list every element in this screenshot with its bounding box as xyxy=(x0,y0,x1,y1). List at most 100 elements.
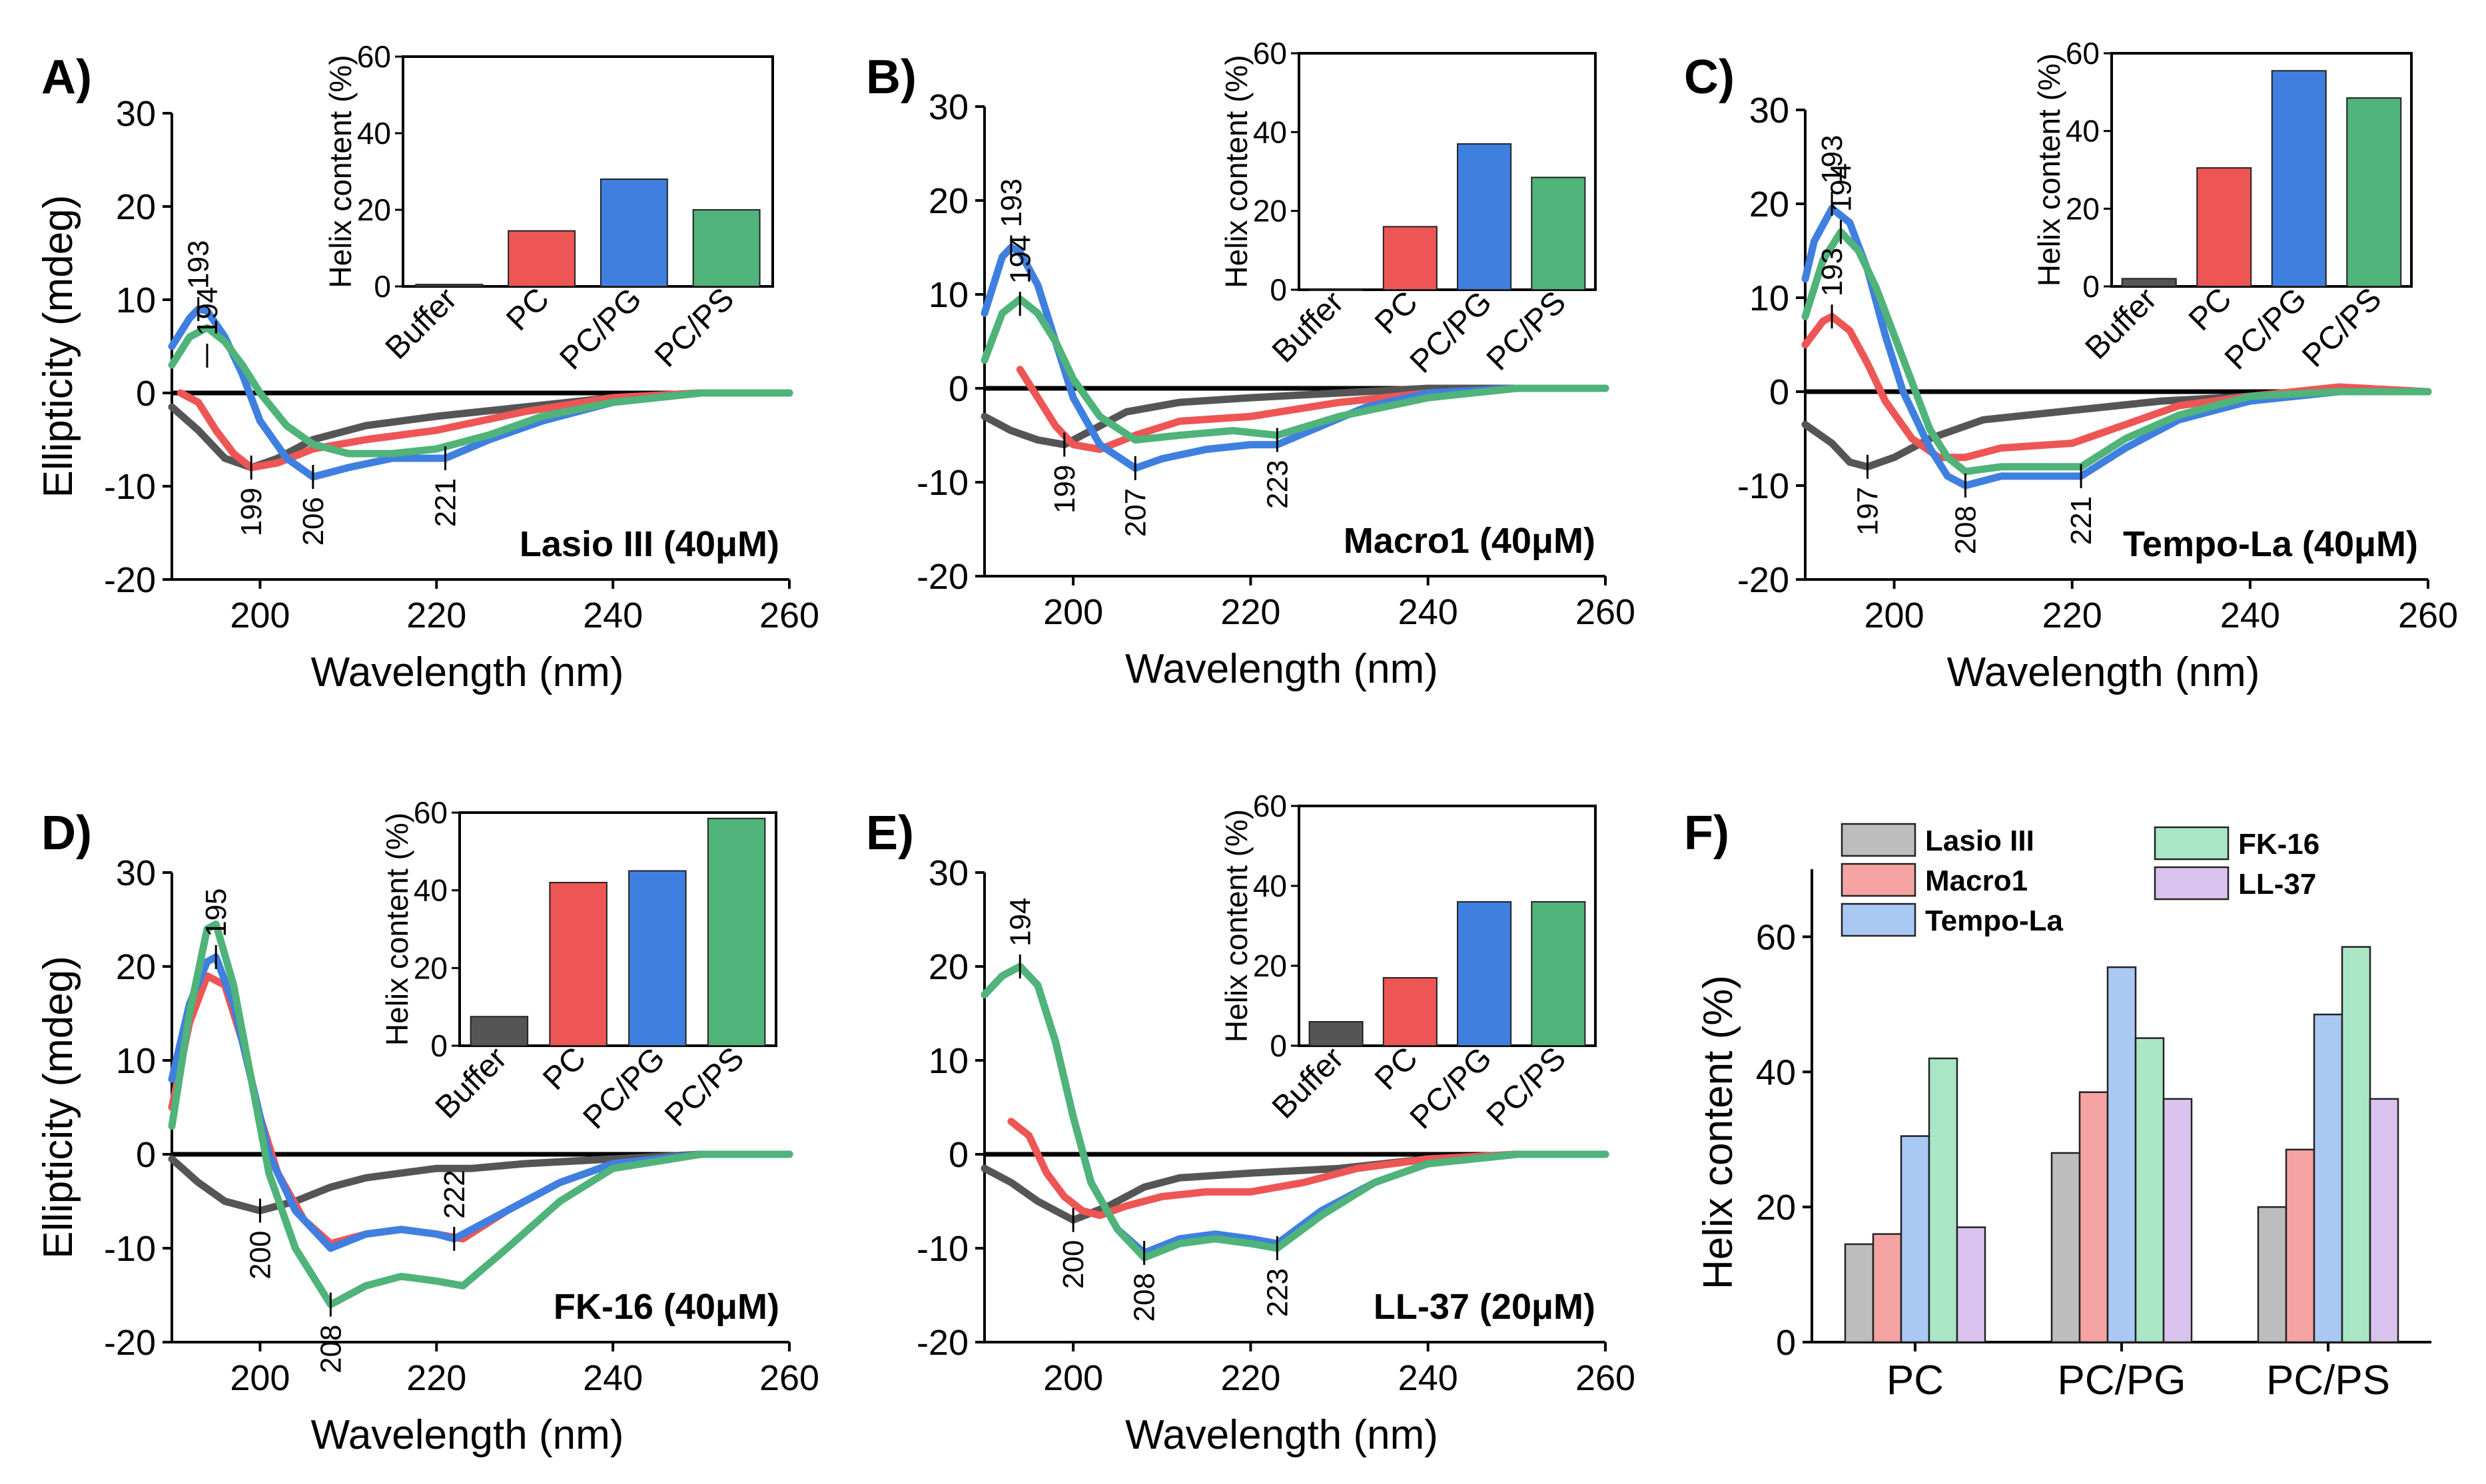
inset-category-label: Buffer xyxy=(379,281,464,366)
panel-label: A) xyxy=(41,51,92,104)
bar-panel-f: F) 0 20 40 60 Helix content (%) PC PC/PG PC/PS La… xyxy=(1684,807,2431,1403)
y-tick-label: -20 xyxy=(104,560,156,600)
inset-y-tick-label: 20 xyxy=(2066,191,2100,226)
inset-y-title: Helix content (%) xyxy=(2032,53,2066,286)
x-tick-label: 260 xyxy=(1575,1358,1635,1398)
inset-bar-pc xyxy=(2196,167,2252,287)
inset-frame xyxy=(402,55,774,288)
legend-swatch xyxy=(2154,866,2230,901)
inset-bar-buffer xyxy=(470,1016,529,1046)
y-tick-label: 20 xyxy=(929,947,969,987)
inset-y-tick-label: 0 xyxy=(374,269,391,304)
legend-label: LL-37 xyxy=(2238,868,2316,901)
peak-label: 221 xyxy=(430,478,462,527)
x-tick-label: 240 xyxy=(583,595,643,635)
inset-category-label: PC xyxy=(536,1040,593,1097)
peak-label: 195 xyxy=(200,888,232,936)
inset-y-tick-label: 40 xyxy=(357,116,391,151)
inset-y-tick-label: 0 xyxy=(1270,272,1287,307)
bar-lasio-iii xyxy=(2050,1152,2081,1343)
y-tick-label: -20 xyxy=(104,1323,156,1363)
inset-category-label: PC xyxy=(1368,284,1425,341)
inset-category-label: PC/PG xyxy=(2218,281,2313,376)
peak-label: 193 xyxy=(1816,135,1849,184)
x-tick-label: 200 xyxy=(1865,595,1924,635)
y-tick-label: 30 xyxy=(116,94,156,134)
y-tick-label: 0 xyxy=(1776,1323,1796,1363)
inset-category-label: PC xyxy=(500,281,556,338)
y-tick-label: -10 xyxy=(917,463,969,503)
peak-label: 222 xyxy=(438,1170,471,1218)
x-tick-label: 260 xyxy=(759,595,819,635)
bar-ll-37 xyxy=(1956,1226,1986,1343)
inset-category-label: PC xyxy=(2182,281,2239,338)
inset-category-label: PC/PS xyxy=(658,1040,751,1133)
x-tick-label: 260 xyxy=(1575,592,1635,632)
y-tick-label: 30 xyxy=(929,87,969,127)
inset-bar-pc-pg xyxy=(628,870,687,1046)
x-tick-label: 200 xyxy=(230,1358,290,1398)
y-tick-label: -10 xyxy=(104,467,156,507)
peak-label: 223 xyxy=(1261,460,1294,509)
inset-y-tick-label: 20 xyxy=(414,950,448,985)
sample-title: FK-16 (40μM) xyxy=(554,1287,779,1327)
panel-label: E) xyxy=(866,807,914,860)
bar-tempo-la xyxy=(1900,1135,1930,1343)
x-tick-label: 220 xyxy=(1220,1358,1280,1398)
series-line-buffer xyxy=(981,384,1609,449)
inset-category-label: PC/PS xyxy=(1480,284,1573,377)
peak-label: 206 xyxy=(297,497,330,546)
peak-label: 197 xyxy=(1852,487,1884,536)
inset-category-label: PC xyxy=(1368,1040,1425,1097)
y-tick-label: 20 xyxy=(1756,1188,1796,1228)
inset-y-title: Helix content (%) xyxy=(380,813,414,1046)
category-label: PC/PG xyxy=(2058,1357,2186,1403)
inset-y-tick-label: 20 xyxy=(357,192,391,227)
inset-bar-pc-ps xyxy=(1531,177,1586,290)
y-tick-label: 0 xyxy=(1769,372,1789,412)
inset-y-tick-label: 40 xyxy=(2066,114,2100,149)
peak-label: 199 xyxy=(235,488,268,536)
sample-title: LL-37 (20μM) xyxy=(1374,1287,1595,1327)
inset-bar-pc xyxy=(1382,977,1438,1046)
inset-y-tick-label: 40 xyxy=(414,873,448,908)
inset-bar-pc xyxy=(508,230,576,287)
inset-frame xyxy=(2110,52,2413,288)
bar-lasio-iii xyxy=(2257,1206,2287,1343)
x-tick-label: 240 xyxy=(583,1358,643,1398)
series-line-pc-ps xyxy=(1801,228,2432,476)
y-tick-label: -10 xyxy=(917,1229,969,1269)
inset-category-label: PC/PS xyxy=(2295,281,2388,374)
bar-lasio-iii xyxy=(1844,1243,1874,1343)
series-line-pc xyxy=(177,389,793,472)
inset-frame xyxy=(1298,52,1597,291)
panel-label: D) xyxy=(41,807,92,860)
y-tick-label: 0 xyxy=(949,1135,969,1175)
inset-y-tick-label: 0 xyxy=(430,1028,448,1063)
sample-title: Lasio III (40μM) xyxy=(520,524,779,564)
inset-y-tick-label: 0 xyxy=(2082,269,2100,304)
inset-bar-pc-ps xyxy=(707,817,766,1046)
legend-label: Tempo-La xyxy=(1925,905,2063,937)
peak-label: 193 xyxy=(183,240,215,289)
y-tick-label: 0 xyxy=(949,369,969,409)
inset-y-title: Helix content (%) xyxy=(323,55,358,288)
legend-label: Macro1 xyxy=(1925,865,2028,897)
x-axis-title: Wavelength (nm) xyxy=(311,1412,624,1458)
x-tick-label: 200 xyxy=(1043,592,1103,632)
x-tick-label: 220 xyxy=(2042,595,2102,635)
peak-label: 200 xyxy=(1057,1240,1090,1289)
inset-category-label: PC/PS xyxy=(1480,1040,1573,1133)
inset-bar-pc-pg xyxy=(600,179,668,287)
series-line-pc-ps xyxy=(168,324,793,458)
inset-y-tick-label: 60 xyxy=(1253,789,1287,823)
x-axis-title: Wavelength (nm) xyxy=(1947,649,2260,695)
peak-label: 200 xyxy=(244,1231,276,1280)
inset-y-tick-label: 60 xyxy=(357,39,391,74)
